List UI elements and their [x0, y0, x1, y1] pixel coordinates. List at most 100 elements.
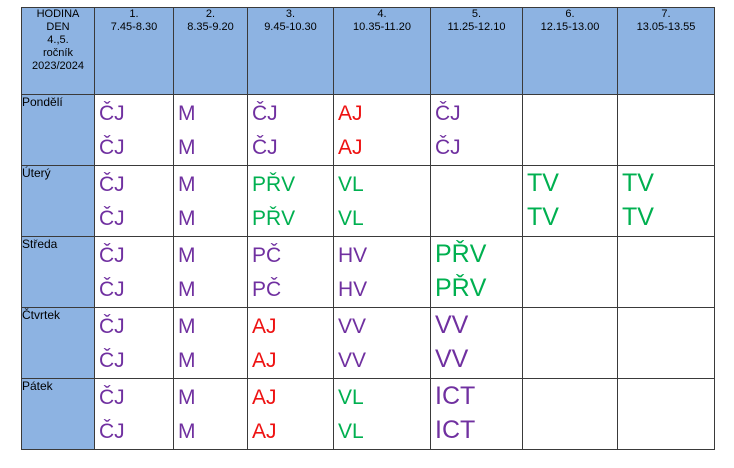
- subject-label: AJ: [252, 349, 277, 372]
- lesson-cell: ČJ ČJ: [430, 94, 523, 166]
- corner-line: 4.,5.: [47, 34, 69, 46]
- empty-cell: [522, 236, 618, 308]
- subject-label: ČJ: [99, 278, 125, 301]
- subject-label: ČJ: [99, 173, 125, 196]
- subject-label: AJ: [252, 315, 277, 338]
- lesson-cell: ČJ ČJ: [94, 378, 174, 450]
- lesson-cell: PŘV PŘV: [247, 165, 334, 237]
- day-row: Pondělí ČJ ČJ M M ČJ ČJ AJ AJ ČJ ČJ: [21, 94, 715, 166]
- lesson-cell: ČJ ČJ: [94, 307, 174, 379]
- timetable-body: Pondělí ČJ ČJ M M ČJ ČJ AJ AJ ČJ ČJ Úterý ČJ ČJ M M PŘV P…: [21, 94, 715, 450]
- subject-label: M: [178, 386, 196, 409]
- empty-cell: [522, 94, 618, 166]
- period-number: 6.: [565, 8, 575, 20]
- corner-header: HODINA DEN 4.,5. ročník 2023/2024: [21, 7, 95, 95]
- period-header: 5. 11.25-12.10: [430, 7, 523, 95]
- subject-label: ČJ: [99, 102, 125, 125]
- empty-cell: [617, 307, 715, 379]
- subject-label: ČJ: [99, 136, 125, 159]
- subject-label: VL: [338, 207, 364, 230]
- subject-label: PČ: [252, 244, 282, 267]
- lesson-cell: TV TV: [617, 165, 715, 237]
- lesson-cell: ICT ICT: [430, 378, 523, 450]
- lesson-cell: AJ AJ: [333, 94, 431, 166]
- lesson-cell: ČJ ČJ: [94, 236, 174, 308]
- subject-label: ČJ: [252, 136, 278, 159]
- period-number: 3.: [285, 8, 296, 20]
- period-time: 11.25-12.10: [447, 21, 506, 33]
- corner-line: HODINA: [36, 8, 80, 20]
- day-name: Čtvrtek: [21, 307, 95, 379]
- subject-label: HV: [338, 278, 368, 301]
- subject-label: M: [178, 173, 196, 196]
- period-time: 12.15-13.00: [540, 21, 600, 33]
- period-time: 13.05-13.55: [636, 21, 696, 33]
- subject-label: M: [178, 207, 196, 230]
- lesson-cell: HV HV: [333, 236, 431, 308]
- subject-label: PŘV: [435, 274, 487, 302]
- subject-label: M: [178, 315, 196, 338]
- header-row: HODINA DEN 4.,5. ročník 2023/2024 1. 7.45…: [21, 7, 715, 95]
- timetable: HODINA DEN 4.,5. ročník 2023/2024 1. 7.45…: [21, 7, 715, 450]
- lesson-cell: TV TV: [522, 165, 618, 237]
- lesson-cell: VV VV: [430, 307, 523, 379]
- subject-label: ICT: [435, 416, 476, 444]
- period-number: 7.: [661, 8, 671, 20]
- subject-label: AJ: [338, 136, 363, 159]
- lesson-cell: AJ AJ: [247, 378, 334, 450]
- subject-label: ČJ: [99, 315, 125, 338]
- day-row: Čtvrtek ČJ ČJ M M AJ AJ VV VV VV VV: [21, 307, 715, 379]
- subject-label: M: [178, 244, 196, 267]
- period-header: 2. 8.35-9.20: [173, 7, 248, 95]
- period-header: 7. 13.05-13.55: [617, 7, 715, 95]
- subject-label: TV: [622, 169, 654, 197]
- period-header: 4. 10.35-11.20: [333, 7, 431, 95]
- subject-label: PŘV: [252, 207, 296, 230]
- day-row: Pátek ČJ ČJ M M AJ AJ VL VL ICT ICT: [21, 378, 715, 450]
- lesson-cell: AJ AJ: [247, 307, 334, 379]
- subject-label: M: [178, 102, 196, 125]
- subject-label: TV: [527, 169, 559, 197]
- corner-line: 2023/2024: [32, 60, 84, 72]
- empty-cell: [617, 378, 715, 450]
- day-name: Pátek: [21, 378, 95, 450]
- period-time: 9.45-10.30: [264, 21, 317, 33]
- subject-label: ČJ: [99, 349, 125, 372]
- subject-label: M: [178, 420, 196, 443]
- lesson-cell: VL VL: [333, 378, 431, 450]
- subject-label: VL: [338, 420, 364, 443]
- empty-cell: [430, 165, 523, 237]
- lesson-cell: ČJ ČJ: [94, 94, 174, 166]
- lesson-cell: VV VV: [333, 307, 431, 379]
- subject-label: M: [178, 136, 196, 159]
- lesson-cell: VL VL: [333, 165, 431, 237]
- subject-label: AJ: [252, 420, 277, 443]
- subject-label: AJ: [338, 102, 363, 125]
- subject-label: ČJ: [99, 207, 125, 230]
- empty-cell: [617, 236, 715, 308]
- subject-label: VL: [338, 173, 364, 196]
- subject-label: PŘV: [252, 173, 296, 196]
- subject-label: AJ: [252, 386, 277, 409]
- period-time: 8.35-9.20: [187, 21, 234, 33]
- subject-label: PČ: [252, 278, 282, 301]
- day-name: Úterý: [21, 165, 95, 237]
- period-number: 2.: [205, 8, 216, 20]
- period-header: 6. 12.15-13.00: [522, 7, 618, 95]
- subject-label: ČJ: [99, 244, 125, 267]
- subject-label: VV: [338, 349, 367, 372]
- subject-label: TV: [622, 203, 654, 231]
- subject-label: ICT: [435, 382, 476, 410]
- subject-label: ČJ: [435, 136, 461, 159]
- lesson-cell: PŘV PŘV: [430, 236, 523, 308]
- subject-label: VL: [338, 386, 364, 409]
- subject-label: M: [178, 349, 196, 372]
- corner-line: DEN: [46, 21, 70, 33]
- subject-label: M: [178, 278, 196, 301]
- subject-label: HV: [338, 244, 368, 267]
- day-name: Středa: [21, 236, 95, 308]
- subject-label: ČJ: [99, 386, 125, 409]
